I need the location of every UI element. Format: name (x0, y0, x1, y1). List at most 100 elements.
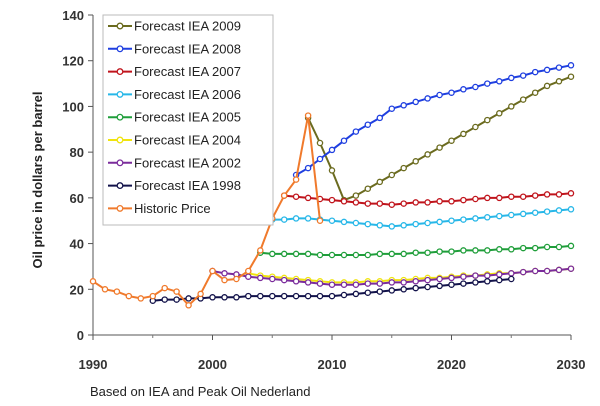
series-7 (149, 275, 515, 304)
data-point (555, 207, 563, 214)
data-point (352, 281, 360, 288)
data-point (496, 246, 503, 253)
data-point (221, 294, 228, 301)
legend-swatch-marker (116, 182, 124, 190)
legend-label: Forecast IEA 2008 (134, 41, 241, 56)
legend-item: Forecast IEA 2005 (108, 110, 241, 125)
data-point (316, 155, 324, 163)
data-point (508, 275, 515, 283)
legend-label: Forecast IEA 1998 (134, 178, 241, 193)
data-point (567, 62, 575, 69)
data-point (197, 290, 204, 298)
data-point (484, 214, 491, 221)
data-point (400, 286, 407, 293)
data-point (448, 281, 455, 288)
data-point (280, 192, 288, 199)
data-point (400, 200, 407, 207)
data-point (376, 250, 384, 258)
data-point (352, 199, 360, 206)
legend-item: Forecast IEA 1998 (108, 178, 241, 193)
data-point (364, 251, 372, 259)
data-point (412, 249, 419, 256)
data-point (388, 279, 396, 286)
data-point (280, 250, 288, 258)
data-point (280, 216, 288, 223)
data-point (424, 95, 431, 102)
y-tick-label: 0 (77, 328, 84, 343)
data-point (567, 190, 575, 197)
series-lines (89, 62, 575, 309)
legend-label: Forecast IEA 2007 (134, 64, 241, 79)
data-point (543, 208, 551, 215)
data-point (316, 280, 324, 287)
legend-item: Forecast IEA 2006 (108, 87, 241, 102)
y-tick-label: 40 (70, 237, 84, 252)
data-point (460, 196, 467, 204)
series-4 (257, 242, 575, 259)
y-tick-label: 60 (70, 191, 84, 206)
legend-item: Historic Price (108, 201, 211, 216)
data-point (460, 216, 467, 223)
data-point (292, 193, 300, 200)
data-point (328, 292, 336, 300)
data-point (508, 211, 515, 219)
data-point (280, 276, 288, 284)
data-point (472, 123, 479, 131)
data-point (484, 116, 491, 124)
data-point (519, 244, 527, 252)
data-point (531, 267, 539, 275)
data-point (412, 220, 419, 228)
data-point (376, 280, 384, 287)
data-point (328, 217, 336, 224)
data-point (269, 292, 276, 300)
data-point (328, 196, 336, 204)
legend-swatch-marker (116, 22, 124, 30)
data-point (567, 73, 575, 80)
data-point (269, 275, 276, 283)
data-point (400, 164, 407, 172)
data-point (340, 198, 348, 205)
data-point (257, 247, 264, 254)
legend-label: Forecast IEA 2004 (134, 133, 241, 148)
data-point (364, 220, 372, 228)
data-point (412, 278, 419, 285)
data-point (364, 185, 372, 192)
y-tick-label: 120 (62, 54, 84, 69)
data-point (496, 78, 503, 85)
data-point (209, 267, 216, 275)
data-point (113, 288, 121, 295)
data-point (269, 250, 276, 258)
data-point (137, 295, 145, 302)
data-point (424, 219, 431, 227)
x-tick-label: 1990 (79, 357, 108, 372)
data-point (364, 200, 372, 207)
legend-swatch-marker (116, 68, 124, 76)
data-point (436, 282, 443, 290)
data-point (352, 128, 360, 135)
data-point (543, 243, 551, 251)
data-point (245, 267, 252, 275)
data-point (173, 296, 180, 303)
data-point (519, 96, 527, 103)
data-point (436, 144, 443, 151)
data-point (185, 295, 192, 302)
data-point (376, 288, 384, 295)
data-point (543, 66, 551, 74)
data-point (304, 112, 312, 119)
data-point (519, 268, 527, 276)
data-point (543, 82, 551, 90)
data-point (340, 137, 348, 144)
data-point (304, 215, 312, 222)
legend-swatch-marker (116, 45, 124, 53)
data-point (567, 206, 575, 213)
data-point (412, 98, 419, 106)
data-point (448, 248, 455, 255)
legend-label: Forecast IEA 2009 (134, 19, 241, 34)
data-point (543, 191, 551, 198)
data-point (292, 278, 300, 285)
data-point (400, 222, 407, 229)
data-point (508, 270, 515, 277)
data-point (531, 244, 539, 252)
data-point (292, 250, 300, 258)
data-point (221, 270, 228, 277)
